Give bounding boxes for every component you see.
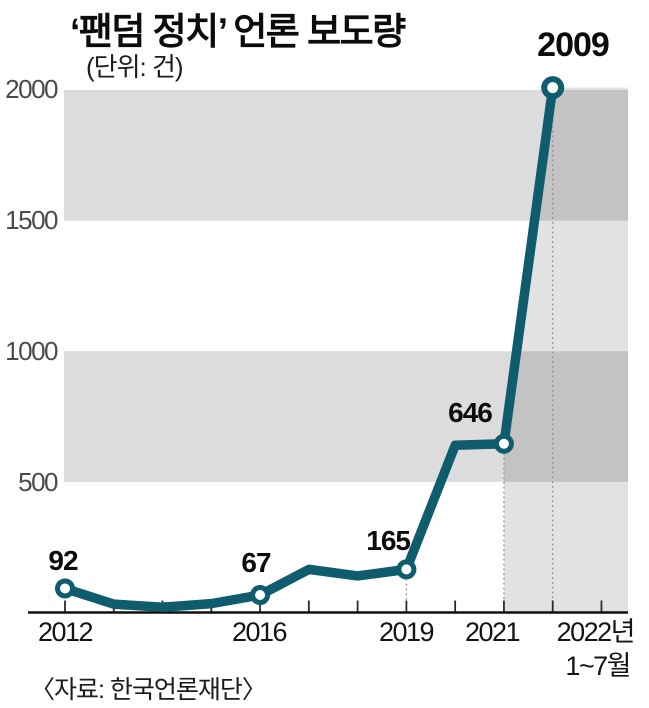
- y-axis-tick-label: 1500: [5, 205, 58, 235]
- data-point-marker: [493, 433, 514, 454]
- data-point-label: 165: [366, 525, 411, 556]
- y-axis-tick-label: 2000: [5, 74, 58, 104]
- data-line: [60, 82, 558, 613]
- source-note: 〈자료: 한국언론재단〉: [30, 676, 267, 704]
- data-point-label: 67: [241, 547, 271, 578]
- data-point-marker: [541, 76, 565, 100]
- x-axis-tick-label: 2016: [231, 617, 288, 647]
- grid-band: [64, 351, 628, 482]
- data-point-marker: [55, 578, 75, 599]
- x-axis-tick-label: 2019: [378, 617, 435, 647]
- data-point-marker: [396, 559, 417, 580]
- x-axis-subtick-label: 1~7월: [565, 651, 631, 681]
- data-point-label: 646: [448, 397, 493, 428]
- x-axis-tick-label: 2012: [37, 617, 94, 647]
- data-point-label: 92: [48, 545, 78, 576]
- unit-label: (단위: 건): [86, 52, 184, 82]
- x-axis-tick-label: 2022년: [556, 617, 636, 647]
- y-axis-tick-label: 500: [18, 467, 58, 497]
- data-point-marker: [250, 584, 271, 605]
- y-axis-tick-label: 1000: [5, 336, 58, 366]
- x-axis-tick-label: 2021: [464, 617, 521, 647]
- data-point-label: 2009: [537, 26, 610, 64]
- chart-title: ‘팬덤 정치’ 언론 보도량: [70, 11, 406, 52]
